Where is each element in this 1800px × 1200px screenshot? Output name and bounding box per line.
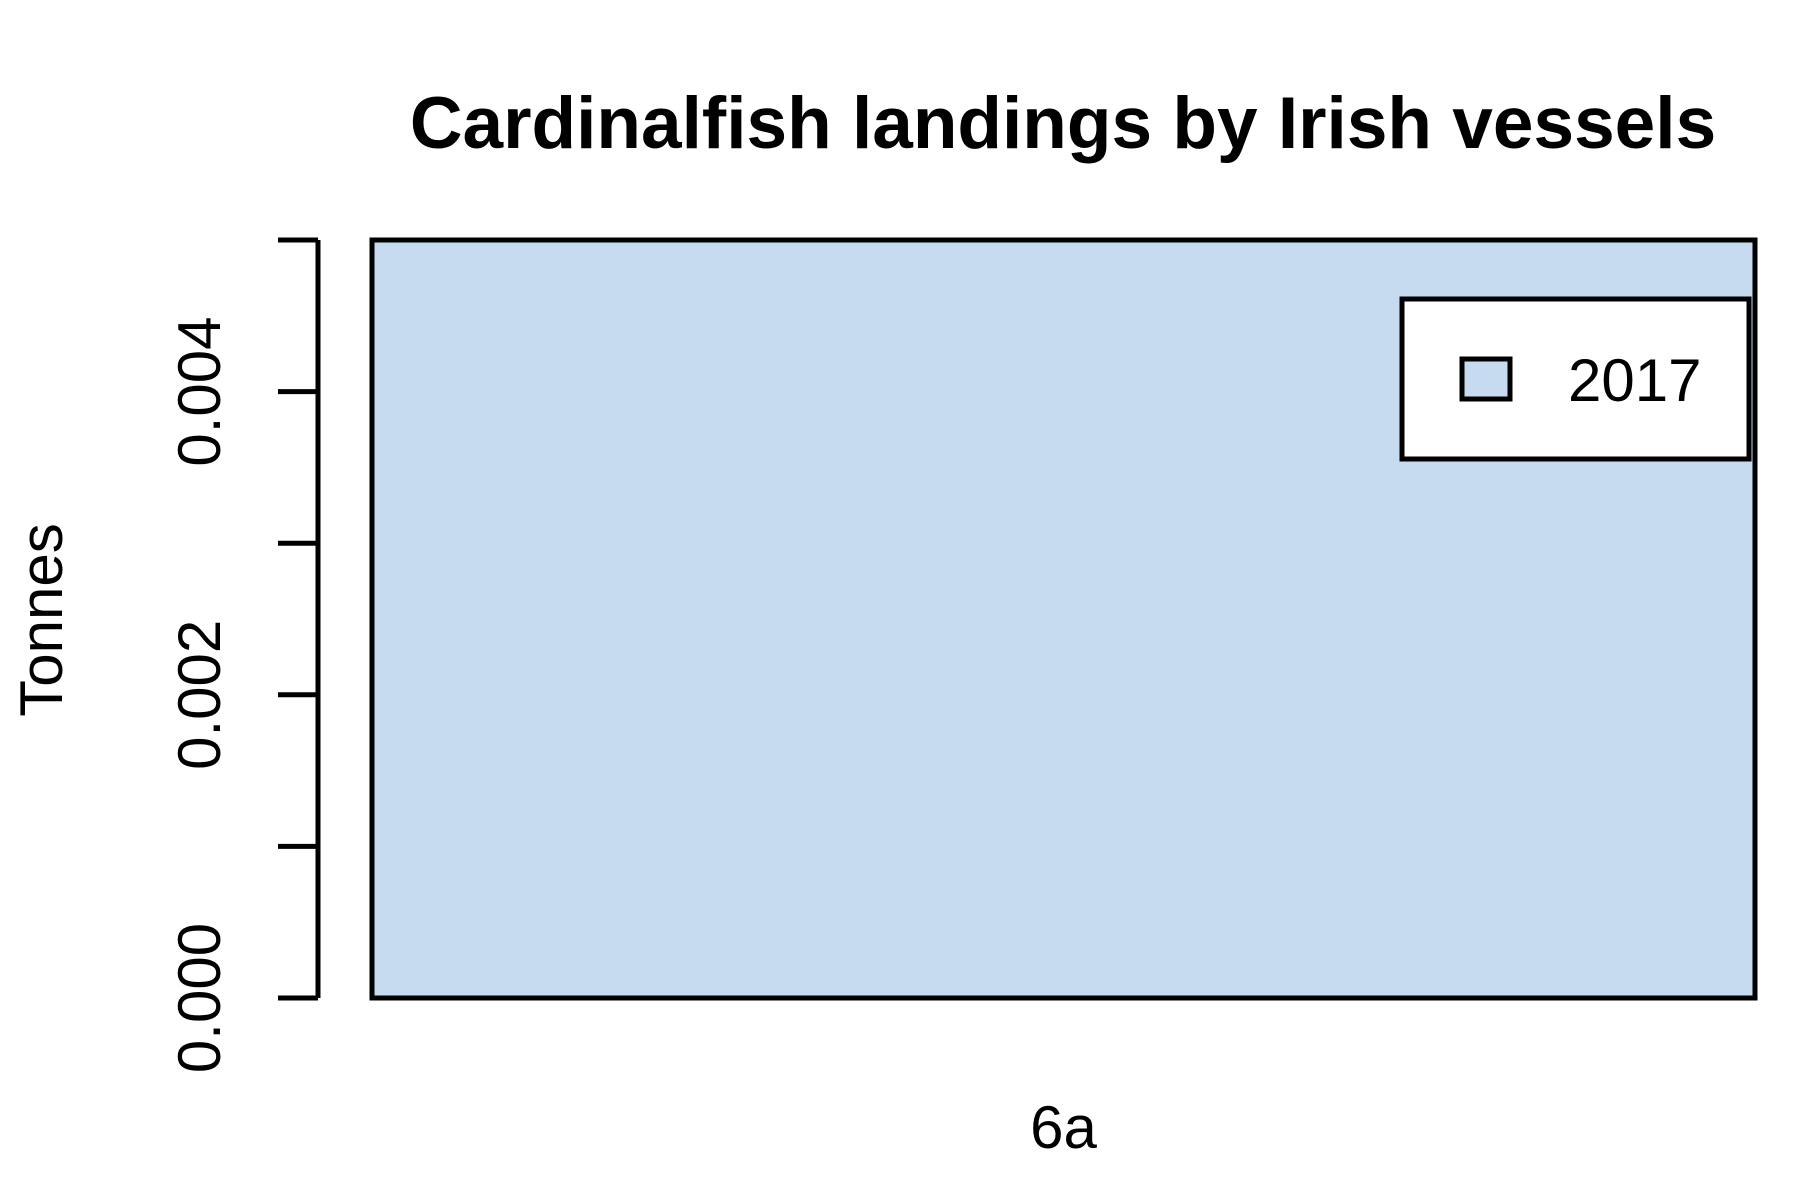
x-tick-labels: 6a bbox=[1030, 1094, 1097, 1161]
legend-label: 2017 bbox=[1568, 347, 1701, 414]
y-axis-label: Tonnes bbox=[8, 523, 75, 716]
legend-swatch bbox=[1459, 356, 1513, 402]
y-tick-label: 0.004 bbox=[166, 317, 233, 467]
y-tick-label: 0.002 bbox=[166, 620, 233, 770]
y-axis: 0.000 0.002 0.004 bbox=[166, 237, 321, 1073]
x-tick-label: 6a bbox=[1030, 1094, 1097, 1161]
legend: 2017 bbox=[1399, 296, 1752, 462]
chart-title: Cardinalfish landings by Irish vessels bbox=[410, 83, 1716, 164]
y-tick-label: 0.000 bbox=[166, 923, 233, 1073]
